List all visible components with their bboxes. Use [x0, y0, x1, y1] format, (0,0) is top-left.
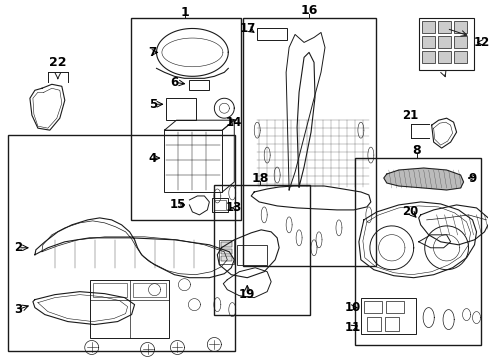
Text: 19: 19 [239, 288, 255, 301]
Text: 3: 3 [14, 303, 22, 316]
Text: 16: 16 [300, 4, 318, 17]
Bar [454, 51, 466, 63]
Text: 20: 20 [403, 206, 419, 219]
Bar [454, 22, 466, 33]
Bar [438, 22, 451, 33]
Text: 6: 6 [171, 76, 178, 89]
Bar [364, 301, 382, 312]
Text: 17: 17 [240, 22, 256, 35]
Bar [355, 158, 481, 346]
Text: 2: 2 [14, 241, 22, 254]
Bar [93, 283, 126, 297]
Bar [167, 98, 196, 120]
Bar [214, 185, 310, 315]
Bar [165, 130, 222, 192]
Bar [221, 242, 232, 247]
Text: 13: 13 [226, 201, 243, 215]
Bar [257, 28, 287, 40]
Text: 11: 11 [345, 321, 361, 334]
Bar [243, 18, 376, 266]
Bar [454, 36, 466, 48]
Bar [237, 245, 267, 265]
Text: 15: 15 [169, 198, 186, 211]
Text: 7: 7 [148, 46, 157, 59]
Bar [361, 298, 416, 333]
Bar [221, 249, 232, 254]
Text: 12: 12 [473, 36, 490, 49]
Bar [422, 36, 435, 48]
Bar [385, 316, 399, 330]
Bar [422, 22, 435, 33]
Bar [438, 51, 451, 63]
Text: 5: 5 [149, 98, 158, 111]
Bar [212, 198, 228, 212]
Bar [190, 80, 209, 90]
Text: 9: 9 [468, 171, 477, 185]
Bar [438, 36, 451, 48]
Text: 4: 4 [148, 152, 157, 165]
Bar [214, 200, 226, 210]
Bar [419, 18, 473, 70]
Text: 22: 22 [49, 56, 67, 69]
Bar [422, 51, 435, 63]
Text: 8: 8 [413, 144, 421, 157]
Text: 1: 1 [181, 6, 190, 19]
Text: 18: 18 [251, 171, 269, 185]
Text: 10: 10 [345, 301, 361, 314]
Bar [8, 135, 235, 351]
Bar [90, 280, 170, 338]
Bar [133, 283, 167, 297]
Bar [221, 256, 232, 261]
Polygon shape [384, 168, 464, 190]
Bar [131, 18, 241, 220]
Bar [220, 240, 234, 264]
Text: 21: 21 [403, 109, 419, 122]
Text: 14: 14 [226, 116, 243, 129]
Bar [386, 301, 404, 312]
Bar [367, 316, 381, 330]
